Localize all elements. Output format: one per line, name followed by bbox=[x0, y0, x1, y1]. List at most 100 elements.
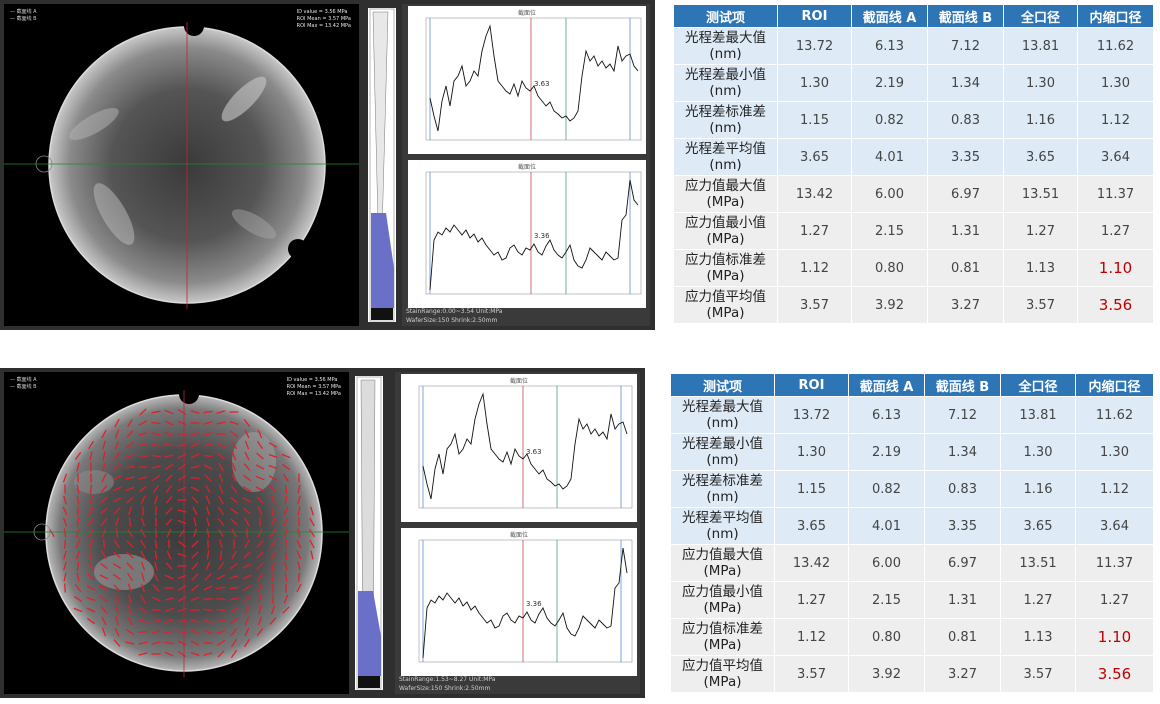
stress-direction-tick bbox=[230, 496, 238, 504]
stress-direction-tick bbox=[76, 484, 80, 494]
table-row: 应力值平均值 (MPa) 3.57 3.92 3.27 3.57 3.56 bbox=[670, 655, 1154, 693]
wafer-stress-image[interactable]: — 截面线 A — 截面线 B ID value = 3.56 MPa ROI … bbox=[4, 372, 349, 694]
stress-direction-tick bbox=[127, 605, 133, 615]
row-label: 应力值标准差 (MPa) bbox=[670, 618, 775, 656]
stress-direction-tick bbox=[140, 539, 146, 549]
stress-direction-tick bbox=[114, 440, 120, 450]
stress-direction-tick bbox=[217, 518, 225, 526]
cell: 1.15 bbox=[774, 470, 849, 508]
stress-direction-tick bbox=[127, 418, 133, 428]
col-header: 测试项 bbox=[673, 4, 778, 28]
stress-direction-tick bbox=[284, 572, 288, 582]
stress-direction-tick bbox=[99, 595, 109, 603]
stress-direction-tick bbox=[258, 594, 262, 604]
table-row: 应力值最大值 (MPa) 13.42 6.00 6.97 13.51 11.37 bbox=[673, 175, 1154, 213]
stress-direction-tick bbox=[166, 550, 172, 560]
stress-direction-tick bbox=[73, 607, 83, 613]
stress-direction-tick bbox=[191, 540, 199, 548]
stress-direction-tick bbox=[282, 463, 290, 471]
stress-direction-tick bbox=[256, 562, 264, 570]
bright-streak bbox=[221, 76, 267, 122]
stress-direction-tick bbox=[270, 539, 276, 549]
stress-direction-tick bbox=[164, 431, 174, 437]
stress-direction-tick bbox=[164, 607, 174, 613]
cell: 2.15 bbox=[848, 581, 925, 619]
stress-direction-tick bbox=[138, 618, 148, 624]
stress-direction-tick bbox=[203, 598, 213, 600]
stress-direction-tick bbox=[63, 495, 67, 505]
stress-direction-tick bbox=[285, 539, 287, 549]
stress-direction-tick bbox=[203, 618, 213, 624]
stress-direction-tick bbox=[63, 572, 67, 582]
stress-direction-tick bbox=[190, 609, 200, 611]
stress-direction-tick bbox=[190, 596, 200, 602]
stress-direction-tick bbox=[218, 484, 224, 494]
stress-direction-tick bbox=[243, 638, 251, 648]
profile-plots-area: 截面位 3.63 截面位 bbox=[402, 4, 650, 326]
stress-direction-tick bbox=[203, 585, 213, 591]
stress-direction-tick bbox=[298, 572, 300, 582]
col-header: 测试项 bbox=[670, 373, 775, 397]
plot-value-label: 3.63 bbox=[534, 80, 550, 88]
stress-direction-tick bbox=[190, 476, 200, 480]
stress-direction-tick bbox=[164, 597, 174, 601]
stress-direction-tick bbox=[62, 506, 68, 516]
results-table-bottom: 测试项 ROI 截面线 A 截面线 B 全口径 内缩口径 光程差最大值 (nm) … bbox=[670, 373, 1154, 693]
plot-frame bbox=[418, 385, 633, 509]
stress-direction-tick bbox=[100, 562, 108, 570]
profile-plot-bottom[interactable]: 截面位 3.36 bbox=[401, 528, 637, 676]
stress-direction-tick bbox=[206, 517, 210, 527]
stress-direction-tick bbox=[203, 410, 213, 414]
stress-direction-tick bbox=[139, 408, 147, 416]
stress-direction-tick bbox=[165, 485, 173, 493]
stress-direction-tick bbox=[268, 453, 278, 459]
profile-chart-top: 3.63 bbox=[418, 385, 633, 509]
wafer-notch bbox=[179, 384, 199, 404]
wafer-stress-image[interactable]: — 截面线 A — 截面线 B ID value = 3.56 MPa ROI … bbox=[4, 4, 359, 326]
stress-direction-tick bbox=[151, 410, 161, 414]
bright-streak bbox=[74, 470, 114, 494]
stress-direction-tick bbox=[87, 573, 95, 581]
stress-direction-tick bbox=[114, 418, 120, 428]
status-line: WaferSize:150 Shrink:2.50mm bbox=[399, 685, 491, 692]
stress-direction-tick bbox=[190, 619, 200, 623]
color-scale-bar bbox=[368, 8, 396, 322]
stress-direction-tick bbox=[126, 616, 134, 626]
stress-direction-tick bbox=[114, 429, 120, 439]
cell: 3.27 bbox=[927, 286, 1004, 324]
stress-direction-tick bbox=[76, 561, 80, 571]
stress-direction-tick bbox=[127, 583, 133, 593]
profile-plot-top[interactable]: 截面位 3.63 bbox=[401, 374, 637, 522]
cell: 13.51 bbox=[1003, 175, 1078, 213]
stress-direction-tick bbox=[216, 597, 226, 601]
col-header: 全口径 bbox=[1000, 373, 1076, 397]
stress-direction-tick bbox=[140, 583, 146, 593]
stress-direction-tick bbox=[112, 486, 122, 492]
profile-plot-top[interactable]: 截面位 3.63 bbox=[408, 6, 646, 154]
stress-direction-tick bbox=[190, 465, 200, 469]
cell: 13.81 bbox=[1003, 27, 1078, 65]
stress-direction-tick bbox=[284, 550, 288, 560]
stress-direction-tick bbox=[114, 517, 120, 527]
stress-direction-tick bbox=[191, 584, 199, 592]
stress-direction-tick bbox=[191, 551, 199, 559]
cell: 3.65 bbox=[1000, 507, 1076, 545]
stress-direction-tick bbox=[284, 561, 288, 571]
stress-direction-tick bbox=[216, 586, 226, 590]
stress-direction-tick bbox=[138, 454, 148, 458]
stress-direction-tick bbox=[243, 463, 251, 471]
stress-direction-tick bbox=[271, 561, 275, 571]
stress-direction-tick bbox=[154, 539, 158, 549]
stress-direction-tick bbox=[242, 486, 252, 492]
status-line: StainRange:0.00~3.54 Unit:MPa bbox=[406, 308, 503, 315]
stress-direction-tick bbox=[257, 583, 263, 593]
stress-direction-tick bbox=[100, 485, 108, 493]
stress-direction-tick bbox=[126, 496, 134, 504]
profile-plot-bottom[interactable]: 截面位 3.36 bbox=[408, 160, 646, 308]
cell: 0.83 bbox=[924, 470, 1001, 508]
cell: 1.34 bbox=[924, 433, 1001, 471]
cell: 3.35 bbox=[927, 138, 1004, 176]
cell: 13.51 bbox=[1000, 544, 1076, 582]
row-label: 光程差最大值 (nm) bbox=[670, 396, 775, 434]
roi-stats-readout: ID value = 3.56 MPa ROI Mean = 3.57 MPa … bbox=[297, 9, 351, 30]
